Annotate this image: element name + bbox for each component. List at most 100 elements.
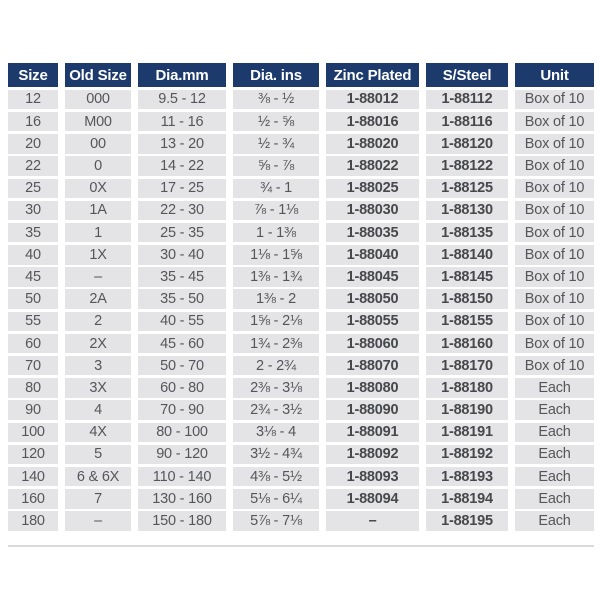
table-cell-size: 80: [8, 378, 58, 398]
table-cell-dia-ins: ⅜ - ½: [233, 89, 319, 110]
table-cell-old-size: 0X: [65, 178, 131, 198]
table-cell-s-steel: 1-88194: [426, 489, 508, 509]
table-cell-s-steel: 1-88140: [426, 245, 508, 265]
table-cell-dia-mm: 11 - 16: [138, 111, 226, 132]
table-cell-unit: Each: [515, 511, 594, 531]
table-cell-old-size: 4: [65, 400, 131, 420]
table-cell-dia-mm: 90 - 120: [138, 444, 226, 465]
table-cell-dia-mm: 25 - 35: [138, 222, 226, 243]
table-cell-size: 20: [8, 134, 58, 154]
table-cell-unit: Box of 10: [515, 267, 594, 287]
table-cell-size: 100: [8, 422, 58, 442]
table-cell-old-size: 1: [65, 222, 131, 243]
table-cell-old-size: 2A: [65, 289, 131, 309]
table-cell-unit: Box of 10: [515, 178, 594, 198]
size-spec-table: Size Old Size Dia.mm Dia. ins Zinc Plate…: [8, 63, 594, 531]
table-cell-dia-mm: 22 - 30: [138, 200, 226, 221]
table-cell-zinc-plated: 1-88092: [326, 444, 419, 465]
table-cell-size: 25: [8, 178, 58, 198]
table-cell-dia-ins: ½ - ⅝: [233, 111, 319, 132]
table-cell-dia-ins: 3½ - 4¾: [233, 444, 319, 465]
table-cell-unit: Each: [515, 400, 594, 420]
table-cell-zinc-plated: 1-88035: [326, 222, 419, 243]
table-cell-unit: Box of 10: [515, 333, 594, 354]
table-cell-zinc-plated: 1-88025: [326, 178, 419, 198]
table-cell-s-steel: 1-88125: [426, 178, 508, 198]
table-cell-unit: Each: [515, 378, 594, 398]
table-cell-zinc-plated: 1-88093: [326, 466, 419, 487]
table-cell-s-steel: 1-88150: [426, 289, 508, 309]
table-cell-s-steel: 1-88170: [426, 356, 508, 376]
table-cell-s-steel: 1-88145: [426, 267, 508, 287]
table-cell-old-size: 7: [65, 489, 131, 509]
table-cell-size: 120: [8, 444, 58, 465]
table-cell-unit: Box of 10: [515, 356, 594, 376]
table-cell-dia-mm: 50 - 70: [138, 356, 226, 376]
table-cell-unit: Box of 10: [515, 89, 594, 110]
column-header-old-size: Old Size: [65, 63, 131, 87]
table-cell-dia-mm: 150 - 180: [138, 511, 226, 531]
table-cell-unit: Each: [515, 444, 594, 465]
table-cell-unit: Box of 10: [515, 311, 594, 332]
table-cell-s-steel: 1-88135: [426, 222, 508, 243]
table-cell-s-steel: 1-88191: [426, 422, 508, 442]
table-cell-s-steel: 1-88192: [426, 444, 508, 465]
table-cell-old-size: 2X: [65, 333, 131, 354]
table-cell-unit: Box of 10: [515, 289, 594, 309]
table-cell-old-size: 6 & 6X: [65, 466, 131, 487]
table-cell-size: 16: [8, 111, 58, 132]
table-cell-s-steel: 1-88180: [426, 378, 508, 398]
table-cell-dia-ins: 5⅛ - 6¼: [233, 489, 319, 509]
table-cell-dia-ins: 2¾ - 3½: [233, 400, 319, 420]
column-header-s-steel: S/Steel: [426, 63, 508, 87]
table-cell-zinc-plated: 1-88060: [326, 333, 419, 354]
table-cell-zinc-plated: 1-88016: [326, 111, 419, 132]
table-cell-dia-mm: 13 - 20: [138, 134, 226, 154]
table-cell-zinc-plated: 1-88040: [326, 245, 419, 265]
table-cell-zinc-plated: 1-88094: [326, 489, 419, 509]
table-cell-old-size: 00: [65, 134, 131, 154]
table-cell-dia-ins: 2⅜ - 3⅛: [233, 378, 319, 398]
table-cell-unit: Box of 10: [515, 156, 594, 176]
table-cell-size: 180: [8, 511, 58, 531]
table-cell-old-size: –: [65, 511, 131, 531]
table-cell-size: 60: [8, 333, 58, 354]
table-bottom-rule: [8, 545, 594, 547]
table-cell-dia-ins: 3⅛ - 4: [233, 422, 319, 442]
table-cell-old-size: 1X: [65, 245, 131, 265]
table-cell-dia-ins: 1⅛ - 1⅝: [233, 245, 319, 265]
table-cell-unit: Box of 10: [515, 245, 594, 265]
table-cell-unit: Each: [515, 422, 594, 442]
column-header-zinc-plated: Zinc Plated: [326, 63, 419, 87]
table-cell-unit: Box of 10: [515, 200, 594, 221]
table-cell-dia-mm: 9.5 - 12: [138, 89, 226, 110]
table-cell-dia-mm: 14 - 22: [138, 156, 226, 176]
table-cell-s-steel: 1-88193: [426, 466, 508, 487]
table-cell-zinc-plated: 1-88055: [326, 311, 419, 332]
column-header-dia-ins: Dia. ins: [233, 63, 319, 87]
table-cell-dia-mm: 110 - 140: [138, 466, 226, 487]
table-cell-zinc-plated: 1-88090: [326, 400, 419, 420]
table-cell-size: 70: [8, 356, 58, 376]
table-cell-s-steel: 1-88160: [426, 333, 508, 354]
table-cell-old-size: 0: [65, 156, 131, 176]
table-cell-size: 45: [8, 267, 58, 287]
table-cell-zinc-plated: 1-88080: [326, 378, 419, 398]
table-cell-s-steel: 1-88112: [426, 89, 508, 110]
table-cell-dia-ins: 2 - 2¾: [233, 356, 319, 376]
table-cell-unit: Box of 10: [515, 222, 594, 243]
table-cell-zinc-plated: 1-88020: [326, 134, 419, 154]
table-cell-dia-mm: 35 - 45: [138, 267, 226, 287]
table-cell-zinc-plated: 1-88022: [326, 156, 419, 176]
table-cell-unit: Each: [515, 489, 594, 509]
column-header-unit: Unit: [515, 63, 594, 87]
table-cell-dia-ins: ⅝ - ⅞: [233, 156, 319, 176]
table-cell-s-steel: 1-88130: [426, 200, 508, 221]
table-cell-dia-mm: 45 - 60: [138, 333, 226, 354]
table-cell-old-size: 000: [65, 89, 131, 110]
column-header-dia-mm: Dia.mm: [138, 63, 226, 87]
table-cell-s-steel: 1-88195: [426, 511, 508, 531]
table-cell-size: 140: [8, 466, 58, 487]
table-cell-dia-ins: 1¾ - 2⅜: [233, 333, 319, 354]
